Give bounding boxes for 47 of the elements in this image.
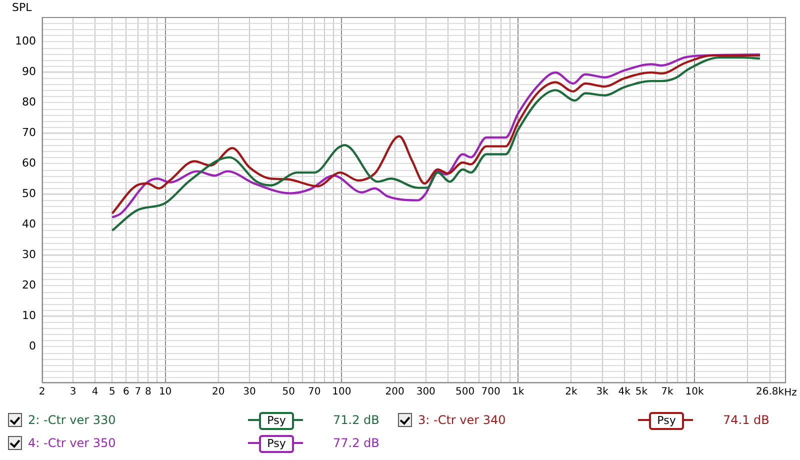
text: 74.1 dB — [723, 413, 770, 427]
x-tick-label: 10 — [158, 386, 172, 398]
y-axis-title: SPL — [12, 0, 33, 14]
x-tick-label: 4k — [618, 386, 631, 398]
x-tick-label: 3k — [596, 386, 609, 398]
x-tick-label: 5k — [635, 386, 648, 398]
text: Psy — [259, 412, 294, 430]
x-tick-label: 1k — [512, 386, 524, 398]
x-tick-label: 700 — [481, 386, 500, 398]
text: 2: -Ctr ver 330 — [28, 413, 117, 427]
y-tick-label: 30 — [22, 248, 36, 261]
x-tick-label: 8 — [145, 386, 152, 398]
y-tick-label: 50 — [22, 186, 36, 200]
x-tick-label: 2 — [38, 386, 46, 398]
text: 77.2 dB — [333, 436, 380, 450]
x-tick-label: 7 — [134, 386, 142, 398]
x-tick-label: 2k — [565, 386, 578, 398]
x-tick-label: 7k — [661, 386, 674, 398]
y-tick-label: 40 — [22, 217, 36, 230]
y-tick-label: 80 — [22, 95, 36, 108]
y-tick-label: 90 — [22, 64, 36, 78]
y-tick-label: 100 — [15, 34, 36, 48]
x-tick-label: 100 — [332, 386, 352, 398]
x-tick-label: 10k — [685, 386, 704, 398]
x-tick-label: 30 — [243, 386, 256, 398]
x-tick-label: 4 — [92, 386, 98, 398]
x-tick-label: 5 — [109, 386, 116, 398]
x-tick-label: 20 — [212, 386, 225, 398]
y-tick-label: 10 — [22, 308, 36, 322]
x-tick-label: 26.8k — [756, 386, 784, 398]
x-tick-label: 50 — [282, 386, 295, 398]
x-tick-label: 3 — [70, 386, 76, 398]
text: Psy — [259, 435, 294, 453]
y-tick-label: 0 — [29, 339, 36, 352]
x-tick-label: 70 — [308, 386, 321, 398]
text: Psy — [649, 412, 684, 430]
text: 71.2 dB — [333, 413, 380, 427]
x-tick-label: 300 — [416, 386, 436, 398]
x-axis-title: Hz — [784, 388, 797, 399]
y-tick-label: 60 — [22, 156, 36, 170]
text: 4: -Ctr ver 350 — [28, 436, 117, 450]
x-tick-label: 6 — [122, 386, 130, 398]
y-tick-label: 70 — [22, 126, 36, 139]
x-tick-label: 500 — [455, 386, 475, 398]
y-tick-label: 20 — [22, 278, 36, 292]
x-tick-label: 200 — [385, 386, 404, 398]
text: 3: -Ctr ver 340 — [418, 413, 507, 427]
